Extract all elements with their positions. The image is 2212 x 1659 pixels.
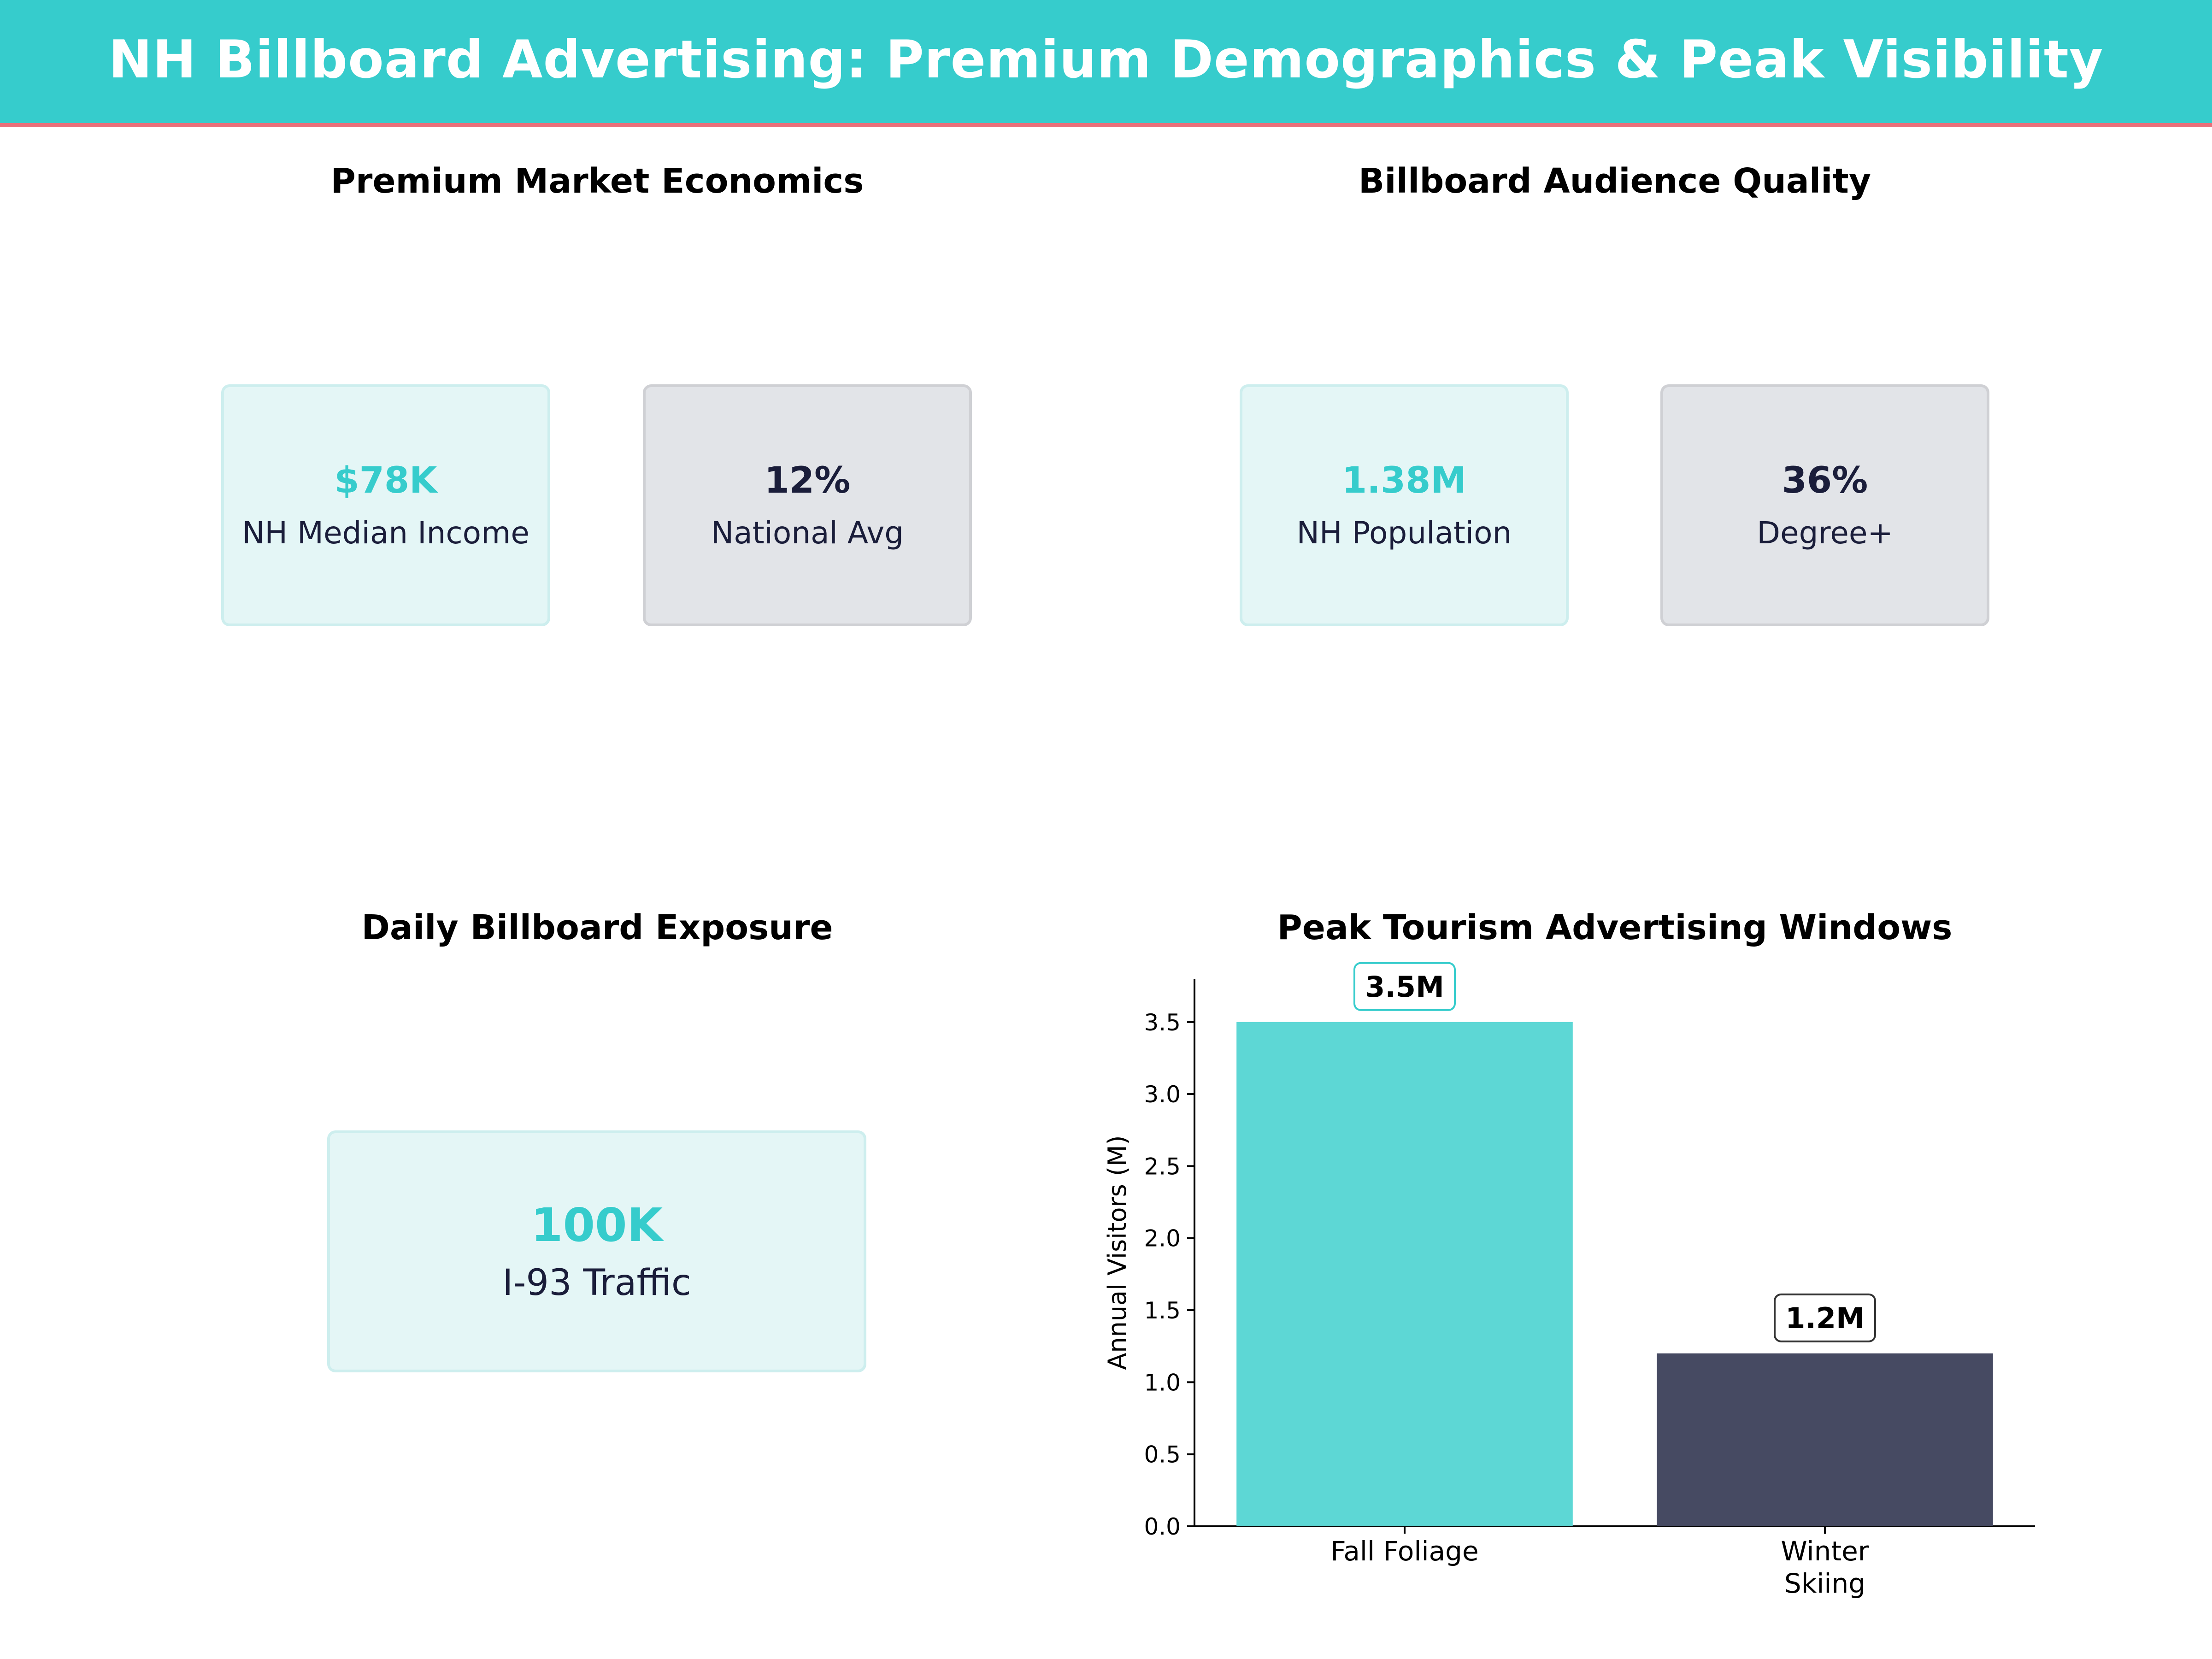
i93-traffic-value: 100K: [530, 1198, 663, 1252]
median-income-label: NH Median Income: [242, 515, 529, 551]
y-tick-label: 2.0: [1144, 1225, 1181, 1252]
population-card: 1.38M NH Population: [1240, 384, 1569, 626]
degree-value: 36%: [1782, 459, 1868, 501]
data-label-box: [1774, 1293, 1876, 1342]
y-tick-label: 1.0: [1144, 1369, 1181, 1396]
header-banner: NH Billboard Advertising: Premium Demogr…: [0, 0, 2212, 127]
y-tick-label: 2.5: [1144, 1153, 1181, 1180]
exposure-panel-title: Daily Billboard Exposure: [361, 908, 833, 947]
y-tick-label: 1.5: [1144, 1297, 1181, 1324]
national-avg-label: National Avg: [711, 515, 904, 551]
economics-panel-title: Premium Market Economics: [330, 161, 864, 201]
bar: [1657, 1353, 1993, 1526]
data-label: 1.2M: [1785, 1301, 1865, 1335]
x-tick-label: Fall Foliage: [1330, 1535, 1478, 1567]
population-value: 1.38M: [1341, 459, 1467, 501]
y-tick-label: 0.5: [1144, 1441, 1181, 1468]
data-label: 3.5M: [1365, 970, 1444, 1004]
page-title: NH Billboard Advertising: Premium Demogr…: [108, 29, 2104, 90]
median-income-value: $78K: [334, 459, 437, 501]
i93-traffic-label: I-93 Traffic: [502, 1262, 691, 1304]
chart-title: Peak Tourism Advertising Windows: [1277, 908, 1953, 947]
y-tick-label: 3.0: [1144, 1081, 1181, 1108]
national-avg-value: 12%: [764, 459, 851, 501]
y-tick-label: 3.5: [1144, 1009, 1181, 1036]
degree-card: 36% Degree+: [1660, 384, 1989, 626]
i93-traffic-card: 100K I-93 Traffic: [327, 1130, 866, 1372]
y-tick-label: 0.0: [1144, 1513, 1181, 1540]
y-axis-label: Annual Visitors (M): [1103, 1135, 1132, 1370]
audience-panel-title: Billboard Audience Quality: [1358, 161, 1871, 201]
national-avg-card: 12% National Avg: [643, 384, 972, 626]
median-income-card: $78K NH Median Income: [221, 384, 550, 626]
bar: [1236, 1022, 1573, 1526]
degree-label: Degree+: [1757, 515, 1893, 551]
data-label-box: [1353, 962, 1456, 1011]
population-label: NH Population: [1296, 515, 1512, 551]
x-tick-label: Winter Skiing: [1781, 1535, 1869, 1599]
